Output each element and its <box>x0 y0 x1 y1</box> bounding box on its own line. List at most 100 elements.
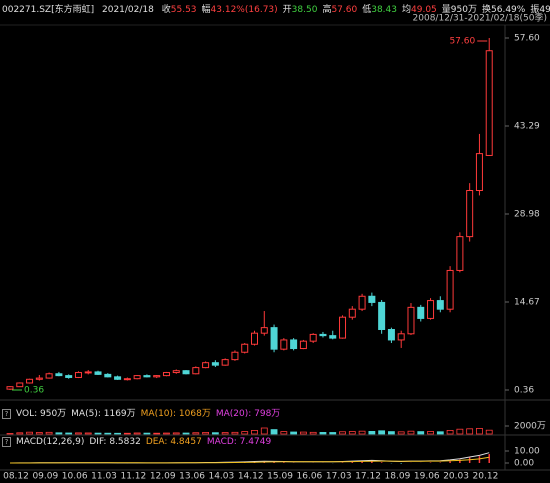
volume-bar <box>143 432 151 435</box>
candle-body <box>329 335 337 339</box>
volume-bar <box>65 432 73 435</box>
volume-bar <box>192 432 200 435</box>
volume-bar <box>153 432 161 435</box>
candle-body <box>55 373 63 377</box>
volume-bar <box>348 431 356 435</box>
candle-body <box>16 382 24 388</box>
candle-body <box>368 295 376 303</box>
volume-bar <box>55 432 63 435</box>
volume-bar <box>75 432 82 435</box>
date: 2021/02/18 <box>102 5 154 15</box>
candle-body <box>231 351 239 361</box>
candle-body <box>192 367 200 375</box>
volume-bar <box>35 432 43 435</box>
x-tick-label: 20.12 <box>473 472 499 482</box>
legend-item: VOL: 950万 <box>16 409 67 419</box>
volume-bar <box>45 431 53 435</box>
volume-bar <box>466 428 474 435</box>
candle-body <box>221 359 229 366</box>
y-tick-label: 0.00 <box>514 459 534 469</box>
volume-bar <box>329 432 337 435</box>
field-label: 幅 <box>201 5 211 15</box>
field-label: 收 <box>161 5 171 15</box>
candle-body <box>202 362 210 369</box>
volume-bar <box>202 431 210 435</box>
y-tick-label: 28.98 <box>514 210 540 220</box>
volume-bar <box>388 431 395 435</box>
x-tick-label: 12.09 <box>150 472 176 482</box>
volume-bar <box>339 431 346 435</box>
candle-body <box>104 373 112 378</box>
help-icon[interactable]: ? <box>2 409 11 419</box>
candle-body <box>417 306 425 319</box>
y-tick-label: 0.36 <box>514 386 534 396</box>
candle-body <box>143 375 151 378</box>
volume-bar <box>84 432 92 435</box>
candle-body <box>436 300 444 310</box>
legend-item: MACD(12,26,9) <box>16 437 85 447</box>
candle-body <box>260 327 268 334</box>
field-label: 高 <box>322 5 332 15</box>
volume-bar <box>172 432 180 435</box>
volume-legend: ? VOL: 950万 MA(5): 1169万 MA(10): 1068万 MA(20… <box>2 406 285 419</box>
x-tick-label: 18.09 <box>385 472 411 482</box>
candle-body <box>114 376 122 380</box>
candle-body <box>348 308 356 318</box>
candle-body <box>446 269 454 310</box>
candle-body <box>280 339 288 350</box>
volume-bar <box>319 431 327 435</box>
volume-bar <box>260 427 268 435</box>
candle-body <box>309 333 317 342</box>
y-tick-label: 10.00 <box>514 447 540 457</box>
dea-line <box>10 456 490 464</box>
candle-body <box>35 377 43 380</box>
volume-bar <box>417 431 425 435</box>
volume-bar <box>231 431 239 435</box>
volume-bar <box>427 431 434 435</box>
volume-bar <box>241 431 249 435</box>
x-tick-label: 13.06 <box>179 472 205 482</box>
volume-bar <box>270 429 278 435</box>
volume-bar <box>456 428 464 435</box>
candle-body <box>290 339 298 350</box>
x-tick-label: 09.09 <box>32 472 58 482</box>
x-tick-label: 11.03 <box>91 472 117 482</box>
field-label: 量 <box>441 5 451 15</box>
legend-item: DIF: 8.5832 <box>89 437 141 447</box>
x-tick-label: 14.03 <box>208 472 234 482</box>
volume-bar <box>397 431 405 435</box>
candle-body <box>378 301 386 330</box>
legend-item: DEA: 4.8457 <box>145 437 202 447</box>
stock-code: 002271.SZ[东方雨虹] <box>2 5 95 15</box>
candle-body <box>339 316 347 339</box>
x-tick-label: 10.06 <box>62 472 88 482</box>
x-tick-label: 17.03 <box>326 472 352 482</box>
candle-body <box>182 370 190 375</box>
candle-body <box>172 370 180 374</box>
field-value: 38.43 <box>371 5 397 15</box>
help-icon[interactable]: ? <box>2 437 11 447</box>
candle-body <box>358 295 366 310</box>
volume-bar <box>6 433 14 435</box>
date-range: 2008/12/31-2021/02/18(50季) <box>413 12 547 24</box>
field-label: 低 <box>362 5 372 15</box>
y-tick-label: 14.67 <box>514 298 540 308</box>
field-value: 43.12%(16.73) <box>210 5 278 15</box>
x-tick-label: 08.12 <box>3 472 29 482</box>
volume-bar <box>251 429 258 435</box>
field-value: 57.60 <box>331 5 358 15</box>
volume-bar <box>114 432 121 435</box>
volume-bar <box>104 432 112 435</box>
candle-body <box>475 153 483 192</box>
volume-bar <box>299 431 307 435</box>
candle-body <box>299 340 307 350</box>
volume-bar <box>16 432 24 435</box>
candle-body <box>211 362 219 366</box>
volume-bar <box>123 432 131 435</box>
volume-bar <box>446 429 454 435</box>
volume-bar <box>476 427 483 435</box>
candle-body <box>162 372 170 377</box>
candle-body <box>26 378 34 384</box>
